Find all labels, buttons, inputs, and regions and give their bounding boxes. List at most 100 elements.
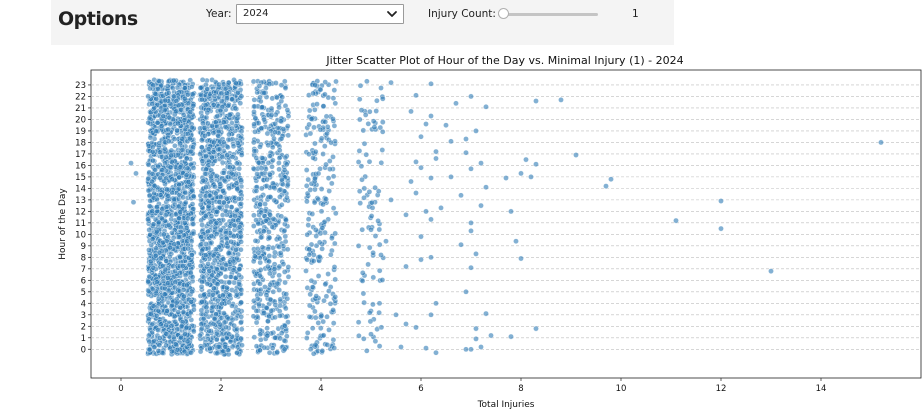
data-point — [164, 186, 170, 193]
data-point — [232, 308, 239, 315]
data-point — [174, 127, 180, 134]
data-point — [310, 258, 317, 264]
data-point — [152, 252, 159, 259]
x-tick-label: 6 — [418, 384, 423, 394]
data-point — [418, 164, 424, 171]
data-point — [261, 116, 267, 123]
data-point — [261, 228, 267, 234]
data-point — [313, 227, 319, 233]
year-select[interactable]: 2024 — [236, 4, 404, 24]
data-point — [768, 268, 774, 274]
data-point — [281, 337, 288, 344]
injury-count-slider[interactable] — [498, 7, 600, 21]
data-point — [413, 324, 419, 331]
data-point — [276, 235, 283, 242]
data-point — [184, 238, 190, 245]
data-point — [263, 304, 270, 311]
data-point — [203, 241, 209, 247]
data-point — [172, 318, 179, 325]
data-point — [179, 323, 185, 329]
data-point — [276, 272, 282, 279]
data-point — [184, 225, 190, 231]
data-point — [145, 187, 152, 194]
data-point — [161, 291, 168, 298]
data-point — [154, 204, 160, 210]
data-point — [253, 188, 260, 194]
data-point — [202, 213, 209, 219]
data-point — [252, 115, 259, 122]
data-point — [272, 302, 279, 308]
data-point — [155, 295, 162, 302]
data-point — [264, 325, 270, 331]
data-point — [277, 194, 283, 200]
data-point — [203, 153, 209, 159]
data-point — [478, 202, 484, 209]
injury-count-value: 1 — [632, 8, 639, 20]
data-point — [328, 139, 334, 146]
data-point — [372, 233, 379, 239]
data-point — [221, 170, 227, 176]
data-point — [473, 251, 479, 257]
data-point — [380, 119, 386, 125]
data-point — [236, 165, 242, 172]
data-point — [228, 239, 234, 245]
data-point — [312, 107, 318, 113]
data-point — [324, 314, 330, 320]
data-point — [267, 171, 273, 178]
data-point — [284, 194, 290, 201]
data-point — [378, 252, 384, 258]
data-point — [878, 139, 884, 146]
data-point — [272, 129, 278, 135]
data-point — [261, 344, 268, 351]
data-point — [262, 284, 268, 290]
data-point — [264, 130, 271, 137]
data-point — [128, 160, 134, 166]
data-point — [222, 85, 229, 92]
data-point — [157, 175, 163, 181]
data-point — [483, 310, 489, 317]
data-point — [204, 323, 211, 330]
data-point — [221, 177, 228, 184]
data-point — [208, 239, 215, 246]
data-point — [218, 194, 224, 200]
data-point — [171, 334, 177, 341]
data-point — [174, 84, 181, 91]
data-point — [274, 280, 281, 287]
data-point — [197, 263, 204, 269]
data-point — [230, 233, 237, 240]
data-point — [199, 299, 205, 305]
data-point — [163, 175, 169, 182]
x-tick-label: 12 — [716, 384, 727, 394]
data-point — [203, 184, 209, 190]
slider-thumb[interactable] — [498, 8, 509, 19]
data-point — [368, 213, 375, 219]
data-point — [157, 335, 163, 341]
data-point — [266, 81, 273, 87]
data-point — [177, 224, 184, 231]
data-point — [238, 287, 245, 293]
data-point — [197, 192, 204, 199]
data-point — [236, 224, 243, 230]
data-point — [326, 327, 332, 333]
data-point — [146, 203, 153, 209]
data-point — [317, 126, 324, 133]
data-point — [311, 199, 318, 206]
data-point — [282, 238, 289, 245]
data-point — [165, 126, 171, 133]
data-point — [253, 308, 260, 314]
data-point — [330, 337, 337, 343]
data-point — [226, 164, 233, 170]
data-point — [226, 112, 233, 118]
data-point — [306, 246, 312, 253]
data-point — [173, 108, 179, 115]
data-point — [180, 112, 187, 118]
data-point — [217, 227, 224, 233]
data-point — [463, 149, 469, 156]
data-point — [356, 148, 363, 154]
data-point — [167, 164, 174, 171]
data-point — [413, 92, 419, 99]
data-point — [238, 326, 245, 332]
data-point — [165, 222, 172, 228]
data-point — [268, 307, 275, 314]
data-point — [227, 292, 233, 299]
